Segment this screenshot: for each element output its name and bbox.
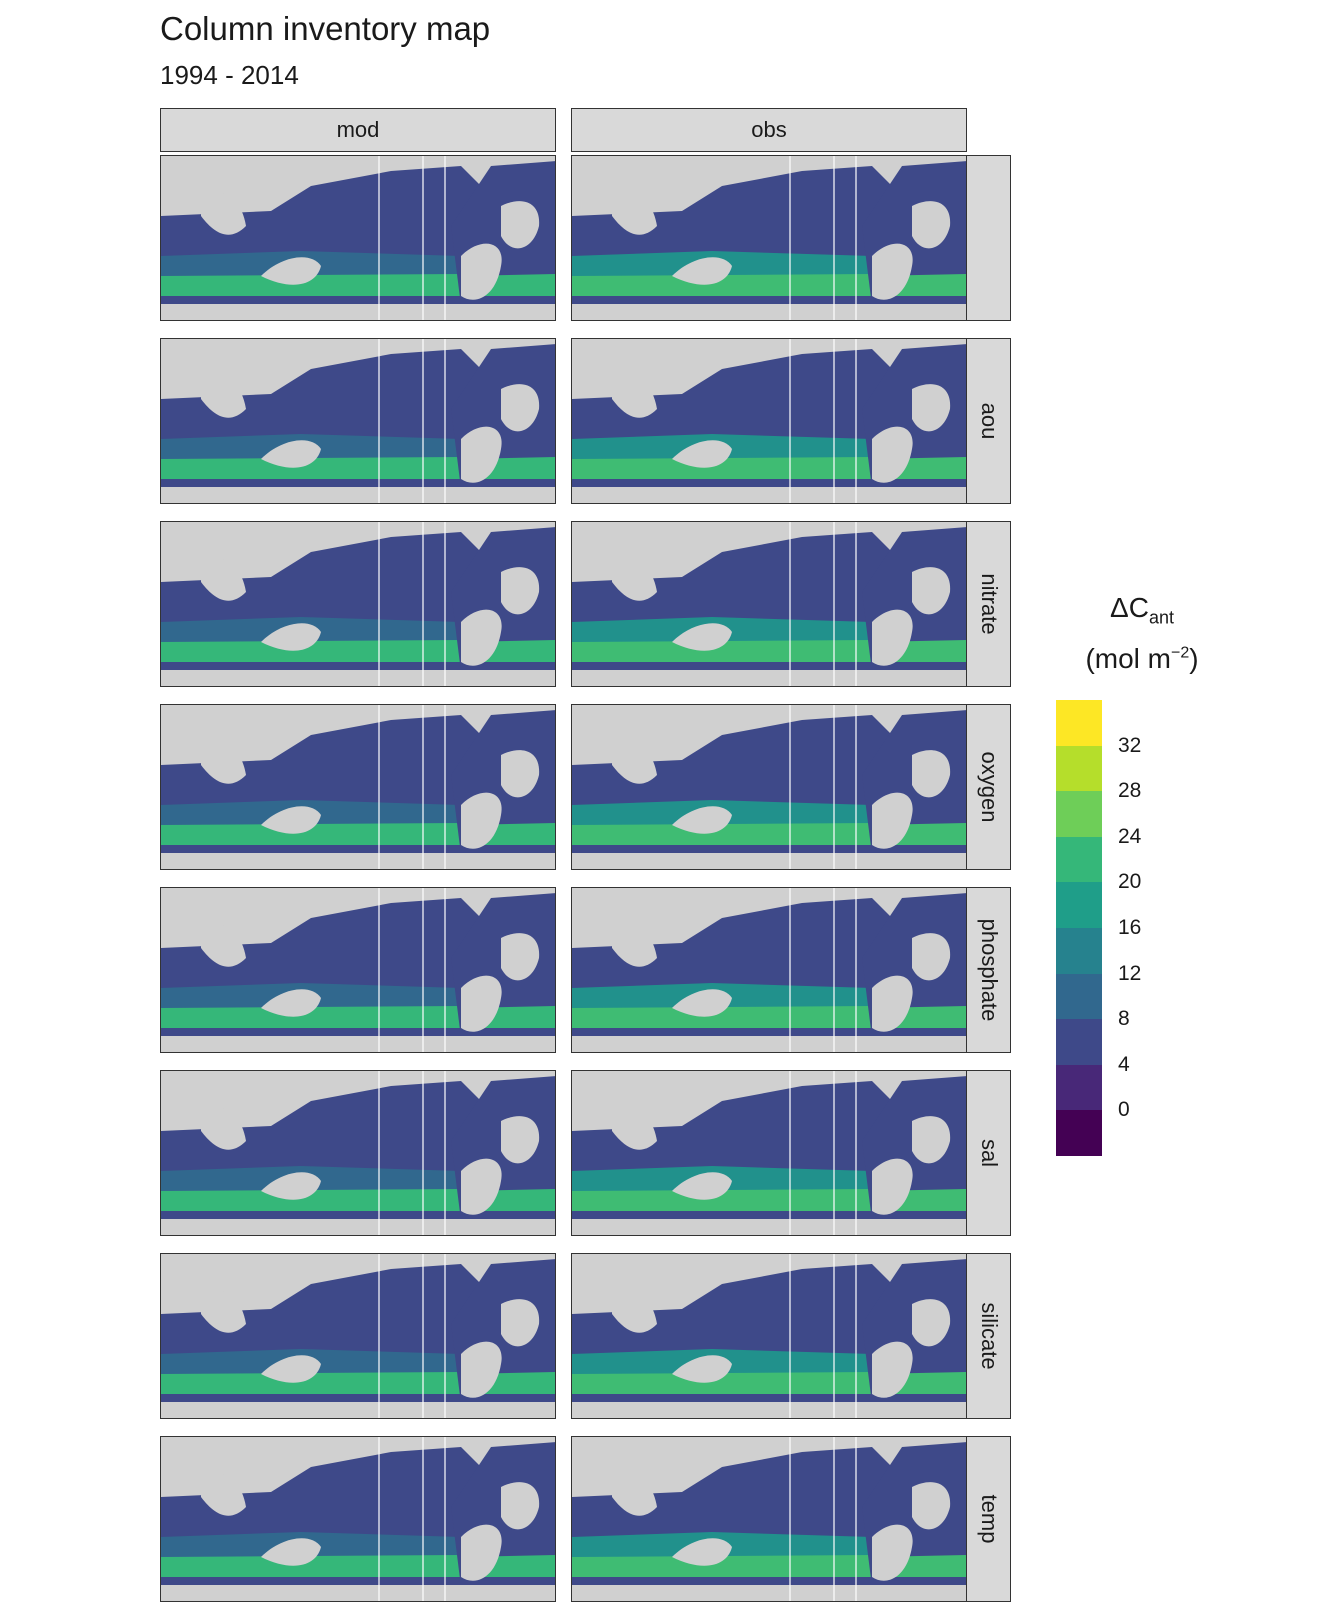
legend-swatch: [1056, 1110, 1102, 1157]
legend-swatch: [1056, 1064, 1102, 1111]
legend-unit-prefix: (mol m: [1085, 642, 1171, 674]
chart-subtitle: 1994 - 2014: [160, 60, 299, 90]
map-panel-obs-aou: [571, 338, 967, 504]
facet-col-mod: mod: [160, 108, 556, 152]
legend-colorbar: [1056, 700, 1102, 1157]
facet-row-oxygen: oxygen: [966, 704, 1011, 870]
map-panel-mod-temp: [160, 1436, 556, 1602]
facet-row-label: aou: [976, 402, 1002, 440]
legend-tick-label: 24: [1118, 824, 1142, 848]
legend-tick-label: 0: [1118, 1098, 1130, 1122]
map-panel-mod-phosphate: [160, 887, 556, 1053]
facet-row-label: nitrate: [976, 573, 1002, 635]
legend-tick-label: 32: [1118, 733, 1142, 757]
facet-row-label: oxygen: [976, 751, 1002, 823]
legend-swatch: [1056, 745, 1102, 792]
map-panel-mod-silicate: [160, 1253, 556, 1419]
facet-row-temp: temp: [966, 1436, 1011, 1602]
map-panel-mod-sal: [160, 1070, 556, 1236]
facet-row-sal: sal: [966, 1070, 1011, 1236]
facet-row-label: phosphate: [976, 918, 1002, 1022]
facet-row-phosphate: phosphate: [966, 887, 1011, 1053]
map-panel-obs-silicate: [571, 1253, 967, 1419]
legend-swatch: [1056, 791, 1102, 838]
facet-row-label: silicate: [976, 1302, 1002, 1370]
legend-tick-label: 8: [1118, 1007, 1130, 1031]
map-panel-obs-temp: [571, 1436, 967, 1602]
facet-row-silicate: silicate: [966, 1253, 1011, 1419]
map-panel-obs-sal: [571, 1070, 967, 1236]
facet-row-label: temp: [976, 1494, 1002, 1544]
legend-swatch: [1056, 700, 1102, 747]
map-panel-mod-base: [160, 155, 556, 321]
legend-tick-label: 16: [1118, 916, 1142, 939]
map-panel-obs-nitrate: [571, 521, 967, 687]
legend-tick-label: 4: [1118, 1052, 1130, 1076]
map-panel-mod-nitrate: [160, 521, 556, 687]
legend-swatch: [1056, 836, 1102, 883]
legend-unit-sup: −2: [1170, 644, 1190, 662]
facet-col-obs: obs: [571, 108, 967, 152]
legend-title: ΔCant (mol m−2): [1052, 592, 1232, 675]
legend-tick-label: 28: [1118, 779, 1142, 803]
legend-swatch: [1056, 882, 1102, 929]
map-panel-obs-oxygen: [571, 704, 967, 870]
map-panel-obs-base: [571, 155, 967, 321]
legend-title-sub: ant: [1148, 607, 1174, 628]
legend-tick-label: 12: [1118, 961, 1142, 985]
legend-swatch: [1056, 928, 1102, 975]
legend-unit-suffix: ): [1189, 642, 1199, 674]
map-panel-obs-phosphate: [571, 887, 967, 1053]
legend-tick-label: 20: [1118, 870, 1142, 894]
map-panel-mod-oxygen: [160, 704, 556, 870]
legend-title-main: ΔC: [1110, 592, 1149, 623]
legend-swatch: [1056, 973, 1102, 1020]
facet-row-nitrate: nitrate: [966, 521, 1011, 687]
facet-row-base: [966, 155, 1011, 321]
chart-title: Column inventory map: [160, 10, 491, 47]
map-panel-mod-aou: [160, 338, 556, 504]
legend-swatch: [1056, 1019, 1102, 1066]
facet-row-aou: aou: [966, 338, 1011, 504]
facet-row-label: sal: [976, 1138, 1002, 1168]
